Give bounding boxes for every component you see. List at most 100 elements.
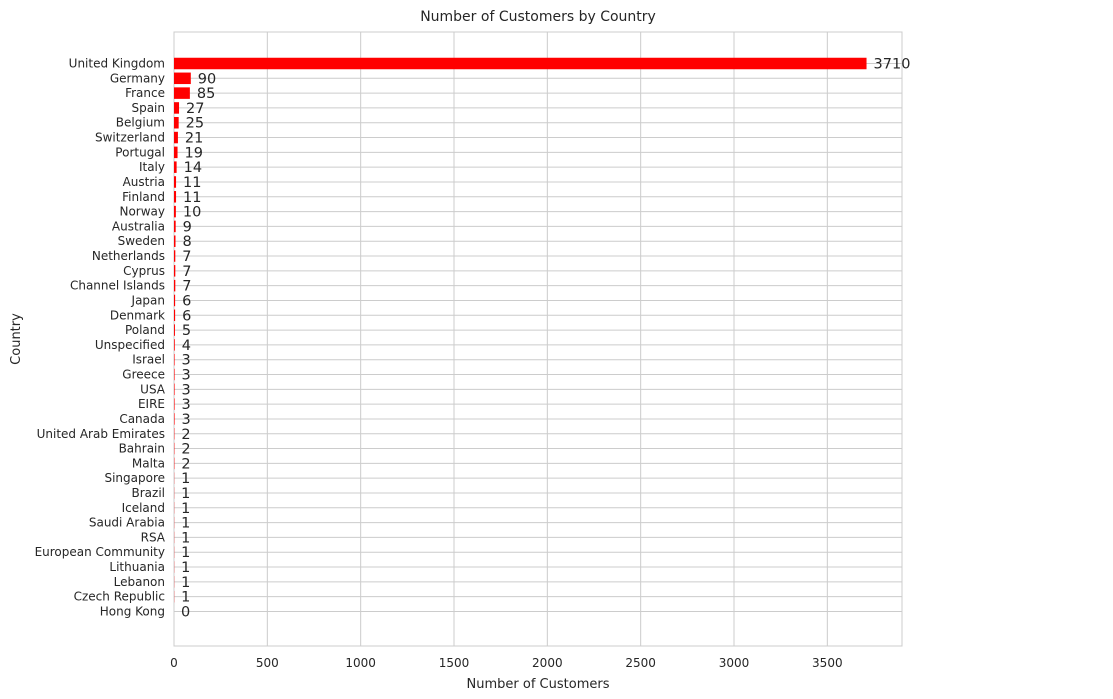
data-label: 8	[182, 234, 191, 250]
x-tick-label: 1500	[439, 656, 470, 670]
data-label: 90	[198, 71, 216, 87]
data-label: 1	[181, 590, 190, 606]
data-label: 6	[182, 308, 191, 324]
y-tick-label: Iceland	[122, 501, 165, 515]
bar	[174, 131, 178, 144]
y-tick-label: Singapore	[104, 471, 165, 485]
y-tick-label: Switzerland	[95, 131, 165, 145]
data-labels: 3710908527252119141111109877766543333322…	[181, 57, 910, 621]
y-tick-label: Australia	[112, 219, 165, 233]
y-tick-label: European Community	[35, 545, 165, 559]
y-tick-label: Lithuania	[109, 560, 165, 574]
data-label: 1	[181, 560, 190, 576]
data-label: 11	[183, 175, 201, 191]
data-label: 19	[185, 145, 203, 161]
y-tick-label: Poland	[125, 323, 165, 337]
bar	[174, 102, 180, 114]
data-label: 21	[185, 131, 203, 147]
y-tick-label: USA	[140, 382, 166, 396]
bar	[174, 235, 176, 247]
bar	[174, 294, 176, 307]
data-label: 1	[181, 545, 190, 561]
data-label: 2	[181, 456, 190, 472]
data-label: 7	[182, 249, 191, 265]
y-tick-label: Greece	[122, 368, 165, 382]
grid-lines	[173, 32, 902, 646]
y-tick-label: Italy	[139, 160, 165, 174]
data-label: 7	[182, 264, 191, 280]
y-tick-label: Cyprus	[123, 264, 165, 278]
data-label: 3	[182, 368, 191, 384]
y-tick-label: Brazil	[132, 486, 166, 500]
bar	[174, 398, 175, 410]
bar	[174, 176, 177, 188]
data-label: 85	[197, 86, 215, 102]
y-axis-label: Country	[9, 313, 24, 365]
data-label: 5	[182, 323, 191, 339]
bar	[174, 265, 176, 277]
bar	[174, 339, 175, 351]
bar	[174, 57, 867, 70]
y-tick-label: Hong Kong	[100, 604, 165, 618]
y-tick-label: Channel Islands	[70, 279, 165, 293]
y-tick-label: Finland	[122, 190, 165, 204]
bars	[174, 57, 867, 603]
data-label: 25	[186, 116, 204, 132]
bar	[174, 205, 176, 218]
y-tick-label: Malta	[132, 456, 165, 470]
data-label: 3	[182, 353, 191, 369]
bar	[174, 309, 176, 322]
y-tick-label: Lebanon	[114, 575, 165, 589]
data-label: 3710	[874, 57, 911, 73]
data-label: 11	[183, 190, 201, 206]
y-tick-label: Sweden	[118, 234, 165, 248]
y-tick-label: Bahrain	[119, 442, 165, 456]
y-tick-label: Germany	[110, 71, 165, 85]
data-label: 1	[181, 486, 190, 502]
data-label: 1	[181, 516, 190, 532]
bar	[174, 161, 177, 173]
plot-frame	[173, 31, 903, 647]
x-tick-label: 500	[256, 656, 279, 670]
bar	[174, 279, 176, 292]
data-label: 1	[181, 471, 190, 487]
chart-title: Number of Customers by Country	[420, 9, 656, 25]
data-label: 3	[182, 382, 191, 398]
bar	[174, 250, 176, 262]
data-label: 3	[182, 412, 191, 428]
data-label: 14	[184, 160, 202, 176]
y-tick-label: Unspecified	[95, 338, 165, 352]
y-tick-label: Norway	[119, 205, 165, 219]
y-tick-label: Czech Republic	[74, 590, 165, 604]
y-tick-label: Portugal	[115, 145, 165, 159]
bar	[174, 383, 175, 396]
data-label: 7	[182, 279, 191, 295]
bar	[174, 353, 175, 366]
bar	[174, 368, 175, 381]
bar	[174, 72, 191, 85]
y-tick-label: Saudi Arabia	[89, 516, 165, 530]
y-tick-label: France	[125, 86, 165, 100]
data-label: 4	[182, 338, 191, 354]
data-label: 10	[183, 205, 201, 221]
x-tick-label: 1000	[345, 656, 376, 670]
bar	[174, 146, 178, 159]
y-tick-label: Japan	[131, 293, 165, 307]
bar	[174, 220, 176, 233]
x-tick-labels: 0 500 1000 1500 2000 2500 3000 3500	[170, 656, 842, 670]
data-label: 9	[183, 219, 192, 235]
y-tick-label: Denmark	[110, 308, 165, 322]
data-label: 0	[181, 604, 190, 620]
x-tick-label: 3500	[812, 656, 843, 670]
data-label: 3	[182, 397, 191, 413]
y-tick-label: Belgium	[116, 116, 165, 130]
y-tick-label: United Arab Emirates	[37, 427, 165, 441]
x-axis-label: Number of Customers	[467, 677, 610, 692]
data-label: 1	[181, 530, 190, 546]
y-tick-label: United Kingdom	[69, 57, 165, 71]
data-label: 6	[182, 293, 191, 309]
data-label: 2	[181, 427, 190, 443]
bar	[174, 324, 175, 336]
bar	[174, 116, 179, 129]
